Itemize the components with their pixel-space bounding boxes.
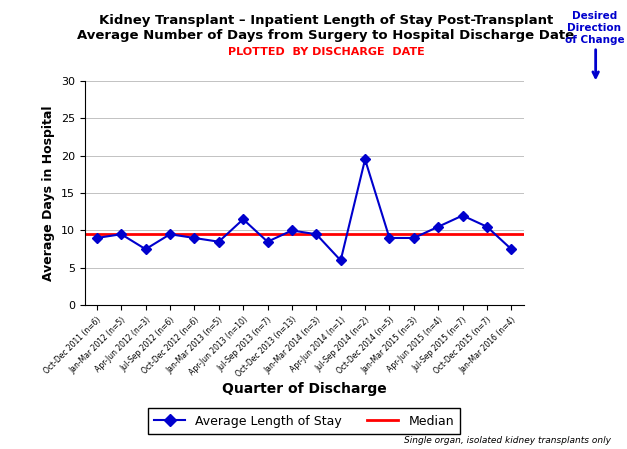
Text: Desired: Desired <box>572 11 617 21</box>
X-axis label: Quarter of Discharge: Quarter of Discharge <box>222 382 386 396</box>
Text: Single organ, isolated kidney transplants only: Single organ, isolated kidney transplant… <box>404 436 611 445</box>
Text: PLOTTED  BY DISCHARGE  DATE: PLOTTED BY DISCHARGE DATE <box>228 47 424 57</box>
Legend: Average Length of Stay, Median: Average Length of Stay, Median <box>148 408 460 434</box>
Text: Average Number of Days from Surgery to Hospital Discharge Date: Average Number of Days from Surgery to H… <box>78 29 574 42</box>
Text: Cincinnati: Cincinnati <box>40 17 87 26</box>
Y-axis label: Average Days in Hospital: Average Days in Hospital <box>42 106 55 281</box>
Text: of Change: of Change <box>564 35 624 45</box>
Text: Hospital Medical Center: Hospital Medical Center <box>31 49 96 54</box>
Text: Kidney Transplant – Inpatient Length of Stay Post-Transplant: Kidney Transplant – Inpatient Length of … <box>99 14 553 27</box>
Text: Direction: Direction <box>567 23 621 33</box>
Text: Children's: Children's <box>36 30 91 40</box>
